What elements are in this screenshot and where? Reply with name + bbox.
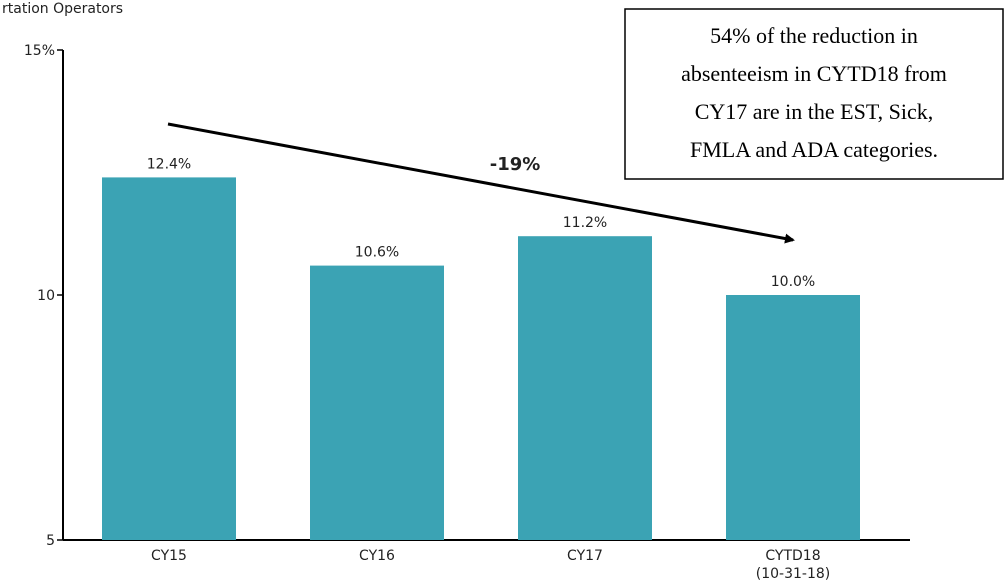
note-line: FMLA and ADA categories. (690, 137, 938, 162)
value-label: 10.0% (771, 274, 815, 290)
bar (726, 295, 860, 540)
x-tick-label: CY16 (359, 548, 395, 564)
arrow-label: -19% (490, 154, 541, 175)
note-line: 54% of the reduction in (710, 23, 918, 48)
bar (518, 236, 652, 540)
chart-title: rtation Operators (2, 1, 123, 17)
value-label: 10.6% (355, 245, 399, 261)
note-line: CY17 are in the EST, Sick, (695, 99, 934, 124)
x-tick-label: CY17 (567, 548, 603, 564)
y-tick-label: 5 (46, 533, 55, 549)
trend-arrow (167, 122, 795, 244)
bar (310, 265, 444, 540)
value-label: 12.4% (147, 156, 191, 172)
note-line: absenteeism in CYTD18 from (681, 61, 947, 86)
x-tick-label: CY15 (151, 548, 187, 564)
y-tick-label: 15% (24, 43, 55, 59)
y-tick-label: 10 (37, 288, 55, 304)
x-tick-label: CYTD18 (10-31-18) (756, 548, 830, 582)
note-box (624, 8, 1004, 180)
bar (102, 177, 236, 540)
value-label: 11.2% (563, 215, 607, 231)
